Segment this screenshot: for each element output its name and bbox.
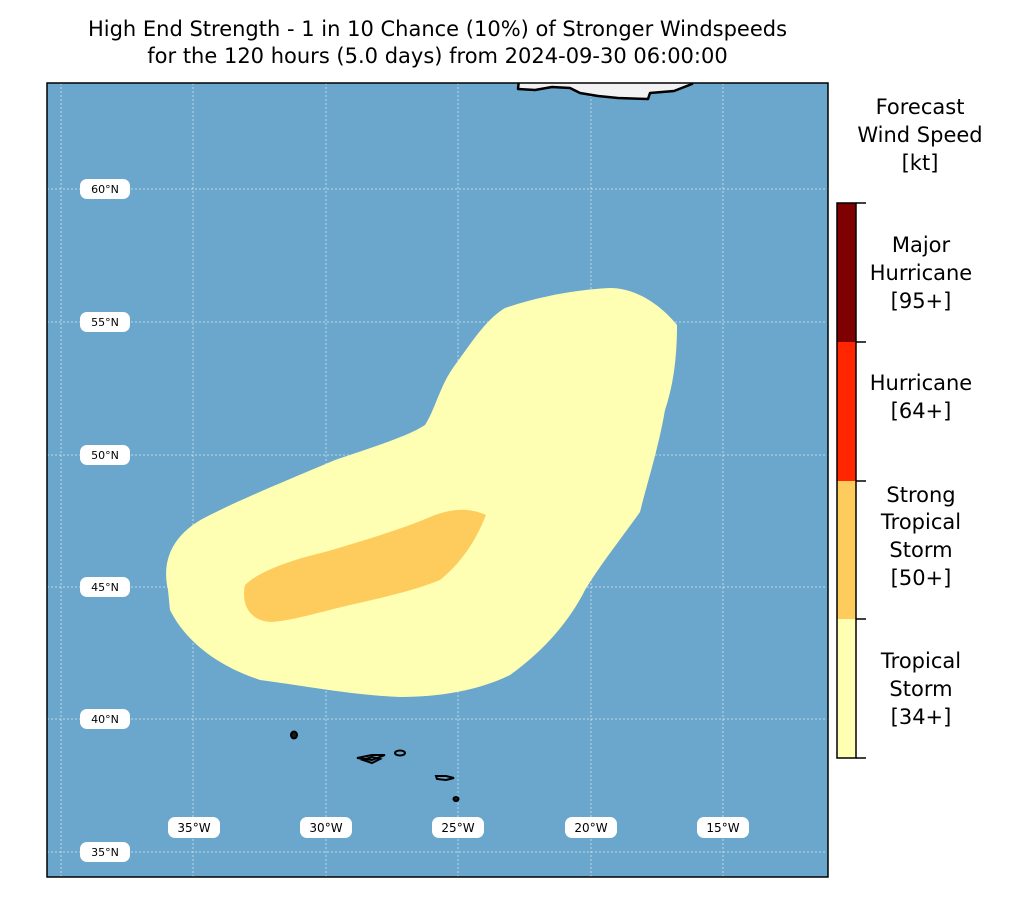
colorbar-label-hurricane-1: Hurricane bbox=[869, 371, 973, 395]
colorbar-label-tropical-storm-3: [34+] bbox=[890, 705, 952, 729]
colorbar-label-major-hurricane-3: [95+] bbox=[890, 289, 952, 313]
lat-label-50: 50°N bbox=[91, 449, 119, 462]
lat-label-box-35 bbox=[80, 842, 130, 862]
lon-label-box-15 bbox=[697, 817, 749, 838]
colorbar-label-hurricane-2: [64+] bbox=[890, 399, 952, 423]
colorbar-segment-tropical-storm bbox=[837, 619, 856, 758]
lat-label-box-60 bbox=[80, 179, 130, 199]
island-terceira bbox=[394, 749, 406, 757]
colorbar-title-line-2: Wind Speed bbox=[857, 123, 983, 147]
azores-islands bbox=[290, 730, 460, 802]
colorbar bbox=[836, 202, 866, 759]
lon-label-boxes bbox=[168, 817, 749, 838]
lat-label-boxes bbox=[80, 179, 130, 862]
lat-label-35: 35°N bbox=[91, 846, 119, 859]
lat-label-55: 55°N bbox=[91, 316, 119, 329]
colorbar-title-line-3: [kt] bbox=[901, 151, 939, 175]
lon-label-25: 25°W bbox=[441, 821, 474, 835]
lon-label-box-35 bbox=[168, 817, 220, 838]
lon-label-30: 30°W bbox=[309, 821, 342, 835]
colorbar-label-tropical-storm-2: Storm bbox=[889, 677, 953, 701]
lon-label-box-20 bbox=[565, 817, 617, 838]
lat-label-box-55 bbox=[80, 312, 130, 332]
colorbar-label-major-hurricane-2: Hurricane bbox=[869, 261, 973, 285]
lat-label-60: 60°N bbox=[91, 183, 119, 196]
map-frame bbox=[46, 82, 829, 878]
island-santa-maria bbox=[452, 796, 460, 802]
lat-label-45: 45°N bbox=[91, 581, 119, 594]
island-pico bbox=[359, 755, 383, 765]
island-sao-miguel bbox=[434, 775, 455, 782]
lon-label-35: 35°W bbox=[177, 821, 210, 835]
lon-label-box-25 bbox=[432, 817, 484, 838]
iceland-landmass bbox=[516, 83, 695, 101]
map-title-line-1: High End Strength - 1 in 10 Chance (10%)… bbox=[87, 17, 788, 41]
colorbar-segment-hurricane bbox=[837, 342, 856, 481]
lon-label-20: 20°W bbox=[574, 821, 607, 835]
map-title-line-2: for the 120 hours (5.0 days) from 2024-0… bbox=[147, 44, 728, 68]
colorbar-label-strong-ts-1: Strong bbox=[886, 483, 956, 507]
wind-region-strong-tropical-storm bbox=[244, 509, 486, 622]
lat-label-40: 40°N bbox=[91, 713, 119, 726]
colorbar-label-strong-ts-3: Storm bbox=[889, 538, 953, 562]
lon-label-box-30 bbox=[300, 817, 352, 838]
lat-label-box-50 bbox=[80, 445, 130, 465]
lat-label-box-45 bbox=[80, 577, 130, 597]
colorbar-title-line-1: Forecast bbox=[875, 95, 965, 119]
lon-label-15: 15°W bbox=[706, 821, 739, 835]
colorbar-segment-strong-tropical-storm bbox=[837, 481, 856, 619]
lat-label-box-40 bbox=[80, 709, 130, 729]
colorbar-label-major-hurricane-1: Major bbox=[891, 233, 951, 257]
colorbar-label-strong-ts-2: Tropical bbox=[880, 510, 962, 534]
island-flores bbox=[290, 730, 298, 740]
colorbar-label-tropical-storm-1: Tropical bbox=[880, 649, 962, 673]
colorbar-segment-major-hurricane bbox=[837, 203, 856, 342]
colorbar-label-strong-ts-4: [50+] bbox=[890, 566, 952, 590]
